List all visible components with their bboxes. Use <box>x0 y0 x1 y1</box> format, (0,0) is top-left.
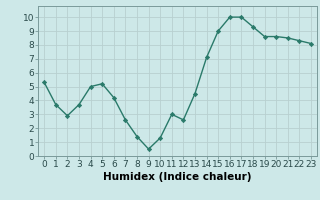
X-axis label: Humidex (Indice chaleur): Humidex (Indice chaleur) <box>103 172 252 182</box>
